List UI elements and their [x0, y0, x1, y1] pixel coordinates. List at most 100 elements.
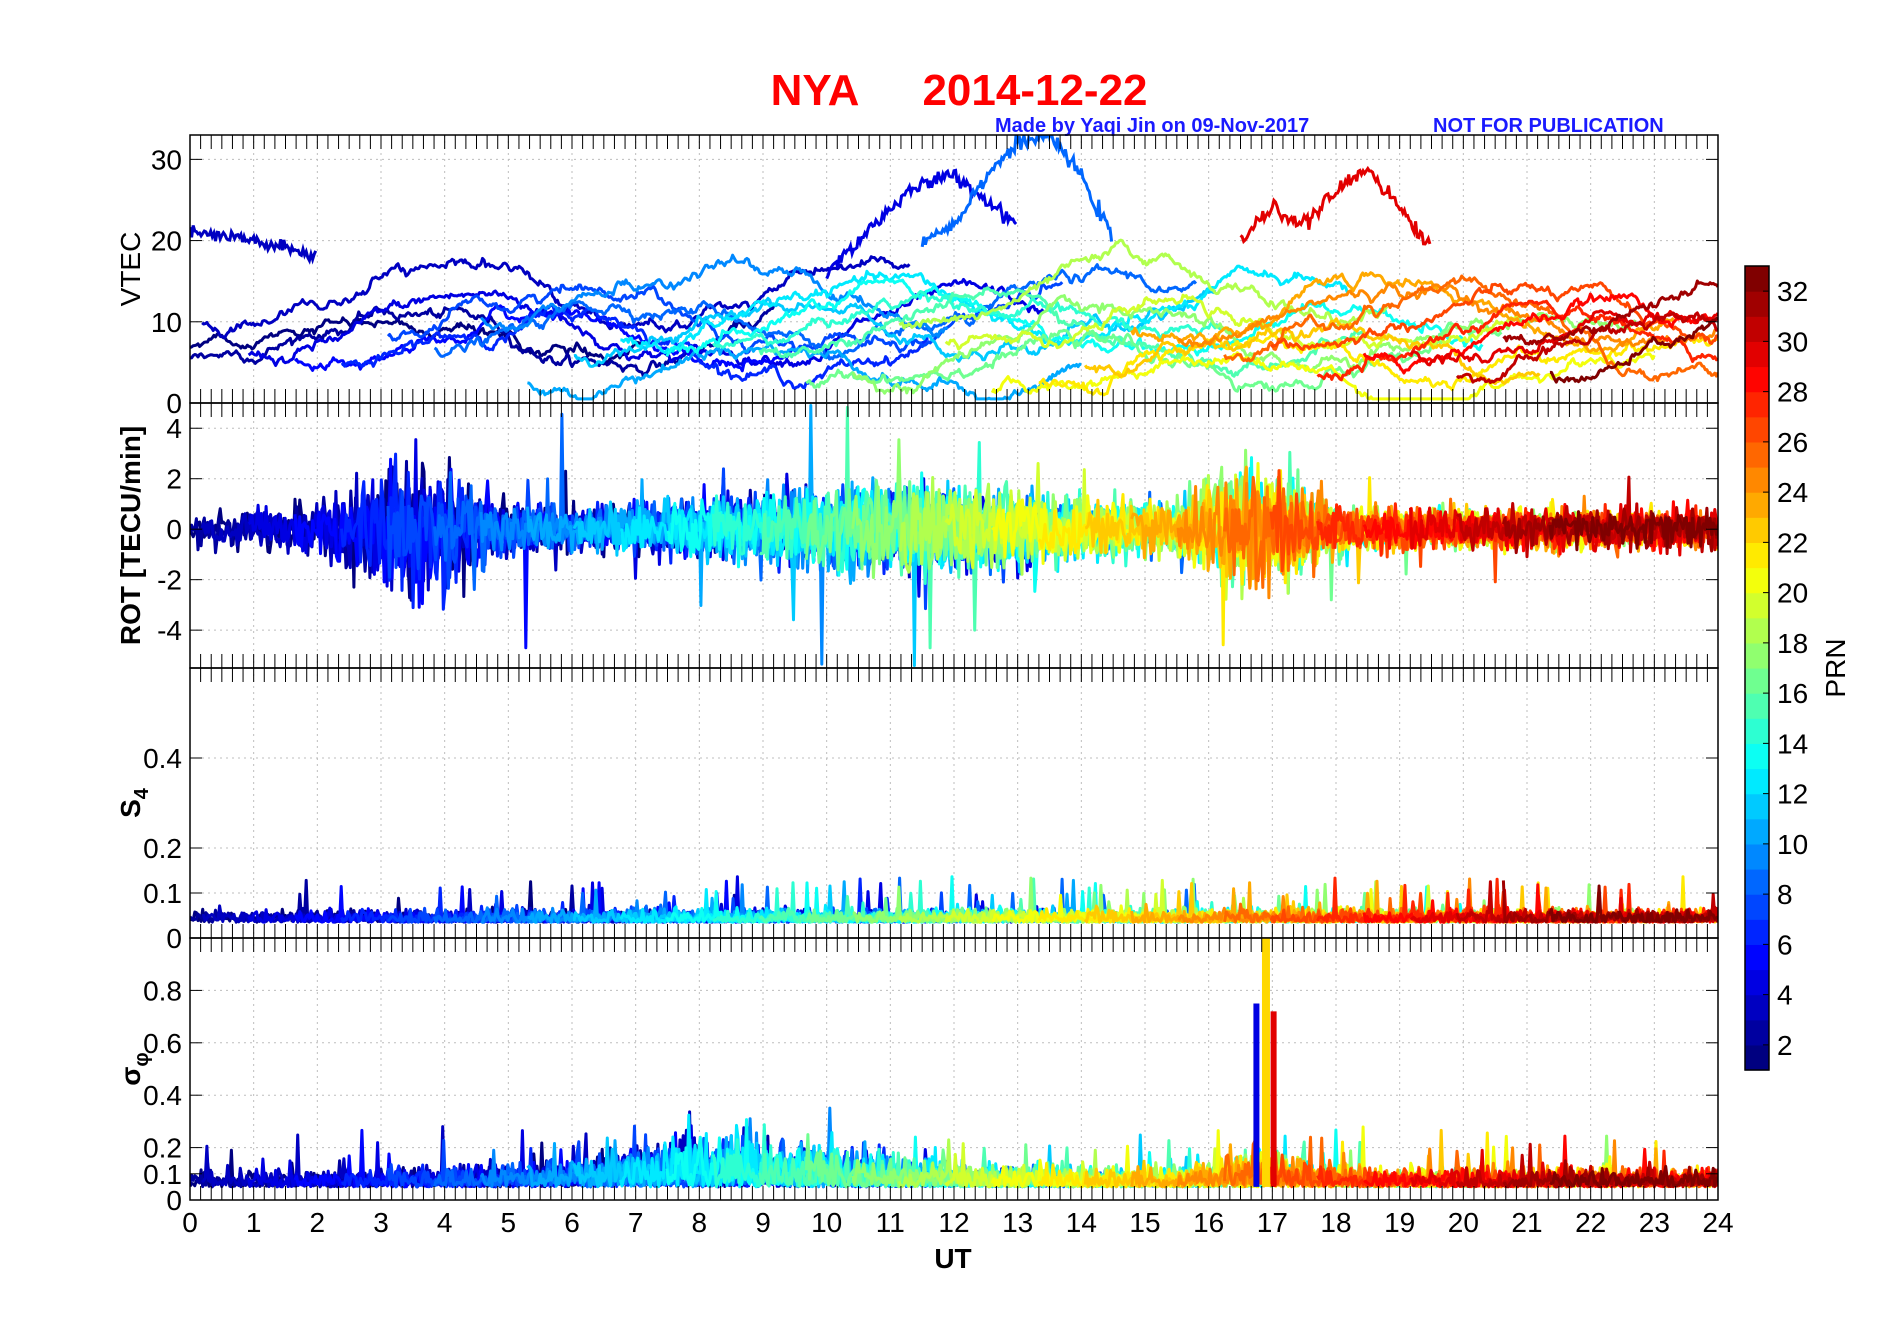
colorbar-segment	[1745, 1044, 1769, 1071]
colorbar-segment	[1745, 818, 1769, 845]
vtec-series-prn-24	[1177, 282, 1718, 348]
s4-y-tick-label: 0	[166, 923, 182, 954]
colorbar-segment	[1745, 416, 1769, 443]
sigma-y-tick-label: 0.2	[143, 1133, 182, 1164]
sigma-series-prn-32	[1549, 1164, 1718, 1189]
s4-y-axis-label: S4	[115, 787, 153, 818]
colorbar-segment	[1745, 668, 1769, 694]
rot-y-tick-label: 0	[166, 514, 182, 545]
vtec-y-axis-label: VTEC	[115, 232, 146, 307]
vtec-feature-3	[1239, 165, 1432, 246]
panel-vtec: 0 10 20 30 VTEC	[115, 134, 1719, 419]
colorbar-segment	[1745, 341, 1769, 368]
vtec-series	[190, 135, 1718, 401]
colorbar-label: PRN	[1820, 638, 1851, 697]
s4-y-ticks: 0 0.1 0.2 0.4	[143, 743, 1718, 954]
vtec-y-tick-label: 0	[166, 388, 182, 419]
vtec-feature-0	[190, 225, 318, 265]
colorbar-tick-label: 20	[1777, 578, 1808, 609]
vtec-series-prn-14	[712, 290, 1235, 349]
x-tick-label: 17	[1257, 1207, 1288, 1238]
title-station: NYA	[771, 66, 860, 115]
rot-series	[190, 404, 1718, 667]
sigma-phi-peak	[1261, 938, 1270, 1187]
colorbar-segment	[1745, 391, 1769, 418]
colorbar-segment	[1745, 441, 1769, 468]
vtec-series-prn-13	[665, 277, 1484, 357]
vtec-series-prn-27	[1316, 299, 1718, 382]
vtec-y-ticks: 0 10 20 30	[151, 144, 1718, 419]
colorbar-segment	[1745, 969, 1769, 996]
s4-y-tick-label: 0.1	[143, 878, 182, 909]
x-tick-label: 5	[501, 1207, 517, 1238]
colorbar-segment	[1745, 492, 1769, 518]
colorbar-tick-label: 8	[1777, 879, 1793, 910]
colorbar-tick-label: 32	[1777, 276, 1808, 307]
colorbar-segment	[1745, 869, 1769, 895]
vtec-series-prn-11	[573, 287, 1217, 368]
rot-series-prn-32	[1548, 510, 1718, 552]
vtec-series-prn-3	[201, 255, 911, 340]
x-tick-label: 0	[182, 1207, 198, 1238]
sigma-series	[190, 938, 1718, 1189]
x-tick-label: 13	[1002, 1207, 1033, 1238]
sigma-phi-spike-prn4	[1253, 1003, 1260, 1187]
s4-series	[190, 875, 1718, 924]
rot-y-tick-label: -4	[157, 615, 182, 646]
x-tick-label: 1	[246, 1207, 262, 1238]
sigma-y-tick-label: 0	[166, 1185, 182, 1216]
colorbar-tick-label: 22	[1777, 527, 1808, 558]
sigma-y-ticks: 00.10.2 0.4 0.6 0.8	[143, 975, 1718, 1216]
panel-s4: 0 0.1 0.2 0.4 S4	[115, 667, 1719, 954]
colorbar-segment	[1745, 542, 1769, 569]
sigma-x-ticks	[189, 938, 1719, 1200]
x-tick-label: 20	[1448, 1207, 1479, 1238]
vtec-series-prn-20	[990, 351, 1656, 401]
colorbar-tick-label: 24	[1777, 477, 1808, 508]
colorbar-tick-label: 30	[1777, 326, 1808, 357]
credit-text: Made by Yaqi Jin on 09-Nov-2017	[995, 115, 1309, 137]
vtec-series-prn-31	[1502, 279, 1718, 346]
vtec-feature-2	[920, 135, 1114, 248]
colorbar-segment	[1745, 843, 1769, 870]
vtec-series-prn-2	[190, 303, 776, 379]
colorbar-segment	[1745, 894, 1769, 920]
x-tick-label: 2	[310, 1207, 326, 1238]
x-tick-label: 6	[564, 1207, 580, 1238]
colorbar-segment	[1745, 291, 1769, 317]
x-tick-label: 10	[811, 1207, 842, 1238]
s4-y-tick-label: 0.4	[143, 743, 182, 774]
sigma-y-tick-label: 0.8	[143, 975, 182, 1006]
colorbar-tick-label: 18	[1777, 628, 1808, 659]
colorbar-frame	[1744, 265, 1770, 1071]
colorbar-segment	[1745, 768, 1769, 795]
vtec-y-tick-label: 10	[151, 307, 182, 338]
colorbar-segment	[1745, 718, 1769, 744]
sigma-grid	[190, 938, 1718, 1200]
vtec-series-prn-6	[340, 303, 929, 390]
colorbar-tick-label: 12	[1777, 779, 1808, 810]
colorbar-segment	[1745, 743, 1769, 770]
x-tick-label: 23	[1639, 1207, 1670, 1238]
colorbar-segment	[1745, 944, 1769, 971]
x-tick-label: 3	[373, 1207, 389, 1238]
vtec-series-prn-32	[1549, 316, 1718, 384]
colorbar-segment	[1745, 793, 1769, 820]
colorbar-segment	[1745, 617, 1769, 644]
colorbar-segment	[1745, 316, 1769, 342]
x-tick-label: 21	[1511, 1207, 1542, 1238]
colorbar-segment	[1745, 592, 1769, 619]
x-axis: 0 1 2 3 4 5 6 7 8 9 10 11 12 13 14 15 16 17 18 19 20 21 22 23 24	[182, 1207, 1733, 1238]
x-tick-label: 11	[876, 1207, 905, 1238]
colorbar-tick-label: 28	[1777, 377, 1808, 408]
vtec-series-prn-30	[1455, 311, 1718, 385]
panel-rot: -4 -2 0 2 4 ROT [TECU/min]	[115, 402, 1719, 669]
x-tick-label: 22	[1575, 1207, 1606, 1238]
vtec-series-prn-9	[479, 253, 949, 339]
not-for-publication-text: NOT FOR PUBLICATION	[1433, 115, 1664, 137]
panel-sigma: 00.10.20.40.60.8σφ	[115, 937, 1719, 1216]
x-axis-label: UT	[934, 1243, 971, 1274]
colorbar-tick-label: 14	[1777, 728, 1808, 759]
